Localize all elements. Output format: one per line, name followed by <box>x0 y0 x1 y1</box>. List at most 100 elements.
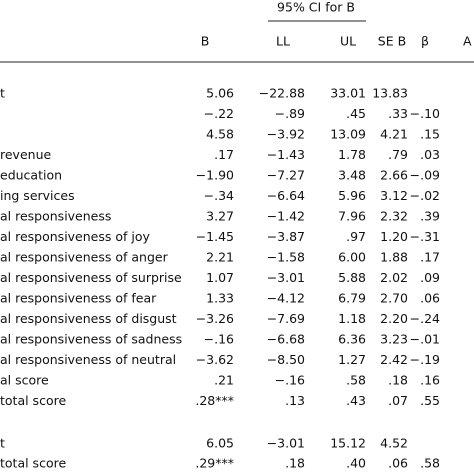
cell: .33 <box>388 106 408 121</box>
cell: −.01 <box>410 332 440 347</box>
cell: .79 <box>388 147 408 162</box>
cell: −1.90 <box>196 168 234 183</box>
cell: .45 <box>346 106 366 121</box>
cell: 6.05 <box>206 436 234 451</box>
cell: −1.43 <box>267 147 305 162</box>
cell: 1.18 <box>338 311 366 326</box>
cell: −22.88 <box>259 86 305 101</box>
cell: 33.01 <box>330 86 366 101</box>
cell: −6.64 <box>267 188 305 203</box>
cell: .09 <box>420 270 440 285</box>
cell: .58 <box>346 373 366 388</box>
cell: .55 <box>420 393 440 408</box>
cell: −.16 <box>204 332 234 347</box>
cell: −3.62 <box>196 352 234 367</box>
cell: 6.00 <box>338 250 366 265</box>
row-label: revenue <box>0 147 51 162</box>
group-header: 95% CI for B <box>277 0 355 15</box>
row-label: al responsiveness of disgust <box>0 311 177 326</box>
row-label: al score <box>0 373 49 388</box>
cell: .17 <box>214 147 234 162</box>
row-label: education <box>0 168 62 183</box>
column-header: UL <box>340 34 356 49</box>
cell: −3.87 <box>267 229 305 244</box>
cell: .43 <box>346 393 366 408</box>
cell: 15.12 <box>330 436 366 451</box>
cell: .39 <box>420 209 440 224</box>
cell: 2.20 <box>380 311 408 326</box>
cell: −3.01 <box>267 270 305 285</box>
cell: 4.52 <box>380 436 408 451</box>
cell: .16 <box>420 373 440 388</box>
cell: 4.58 <box>206 127 234 142</box>
cell: −.24 <box>410 311 440 326</box>
cell: 2.70 <box>380 291 408 306</box>
row-label: al responsiveness of neutral <box>0 352 176 367</box>
cell: 1.07 <box>206 270 234 285</box>
cell: −1.42 <box>267 209 305 224</box>
cell: .18 <box>285 456 305 471</box>
row-label: al responsiveness of anger <box>0 250 169 265</box>
cell: .17 <box>420 250 440 265</box>
cell: 1.33 <box>206 291 234 306</box>
cell: .13 <box>285 393 305 408</box>
cell: 2.32 <box>380 209 408 224</box>
row-label: t <box>0 86 5 101</box>
cell: .06 <box>420 291 440 306</box>
cell: 5.06 <box>206 86 234 101</box>
row-label: al responsiveness of fear <box>0 291 157 306</box>
column-header: B <box>201 34 210 49</box>
cell: 5.88 <box>338 270 366 285</box>
cell: −.31 <box>410 229 440 244</box>
column-header: SE B <box>378 34 406 49</box>
cell: 3.12 <box>380 188 408 203</box>
column-header: A <box>463 34 472 49</box>
cell: 1.78 <box>338 147 366 162</box>
cell: .06 <box>388 456 408 471</box>
cell: −7.27 <box>267 168 305 183</box>
cell: −.02 <box>410 188 440 203</box>
row-label: al responsiveness of surprise <box>0 270 182 285</box>
cell: −7.69 <box>267 311 305 326</box>
cell: −6.68 <box>267 332 305 347</box>
row-label: total score <box>0 393 66 408</box>
cell: .29*** <box>195 456 234 471</box>
cell: .03 <box>420 147 440 162</box>
cell: −8.50 <box>267 352 305 367</box>
cell: −.09 <box>410 168 440 183</box>
cell: 1.27 <box>338 352 366 367</box>
cell: −.19 <box>410 352 440 367</box>
cell: 2.42 <box>380 352 408 367</box>
row-label: ing services <box>0 188 75 203</box>
cell: 3.48 <box>338 168 366 183</box>
cell: −3.26 <box>196 311 234 326</box>
column-header: LL <box>276 34 290 49</box>
cell: −1.58 <box>267 250 305 265</box>
cell: .07 <box>388 393 408 408</box>
cell: 1.20 <box>380 229 408 244</box>
cell: 13.09 <box>330 127 366 142</box>
cell: 5.96 <box>338 188 366 203</box>
row-label: t <box>0 436 5 451</box>
column-header: β <box>421 34 429 49</box>
row-label: al responsiveness <box>0 209 111 224</box>
cell: .97 <box>346 229 366 244</box>
cell: −.34 <box>204 188 234 203</box>
cell: 2.66 <box>380 168 408 183</box>
cell: 6.79 <box>338 291 366 306</box>
row-label: al responsiveness of sadness <box>0 332 182 347</box>
cell: 7.96 <box>338 209 366 224</box>
cell: −.89 <box>275 106 305 121</box>
cell: .18 <box>388 373 408 388</box>
cell: −3.92 <box>267 127 305 142</box>
cell: −.10 <box>410 106 440 121</box>
cell: 6.36 <box>338 332 366 347</box>
row-label: total score <box>0 456 66 471</box>
cell: 2.02 <box>380 270 408 285</box>
cell: .40 <box>346 456 366 471</box>
cell: 3.23 <box>380 332 408 347</box>
cell: 3.27 <box>206 209 234 224</box>
row-label: al responsiveness of joy <box>0 229 151 244</box>
